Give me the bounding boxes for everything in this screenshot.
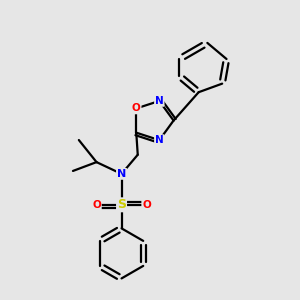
Text: O: O xyxy=(92,200,101,210)
Text: S: S xyxy=(117,198,126,211)
Text: N: N xyxy=(155,96,164,106)
Text: O: O xyxy=(132,103,141,113)
Text: O: O xyxy=(142,200,151,210)
Text: N: N xyxy=(155,135,164,145)
Text: N: N xyxy=(117,169,126,179)
